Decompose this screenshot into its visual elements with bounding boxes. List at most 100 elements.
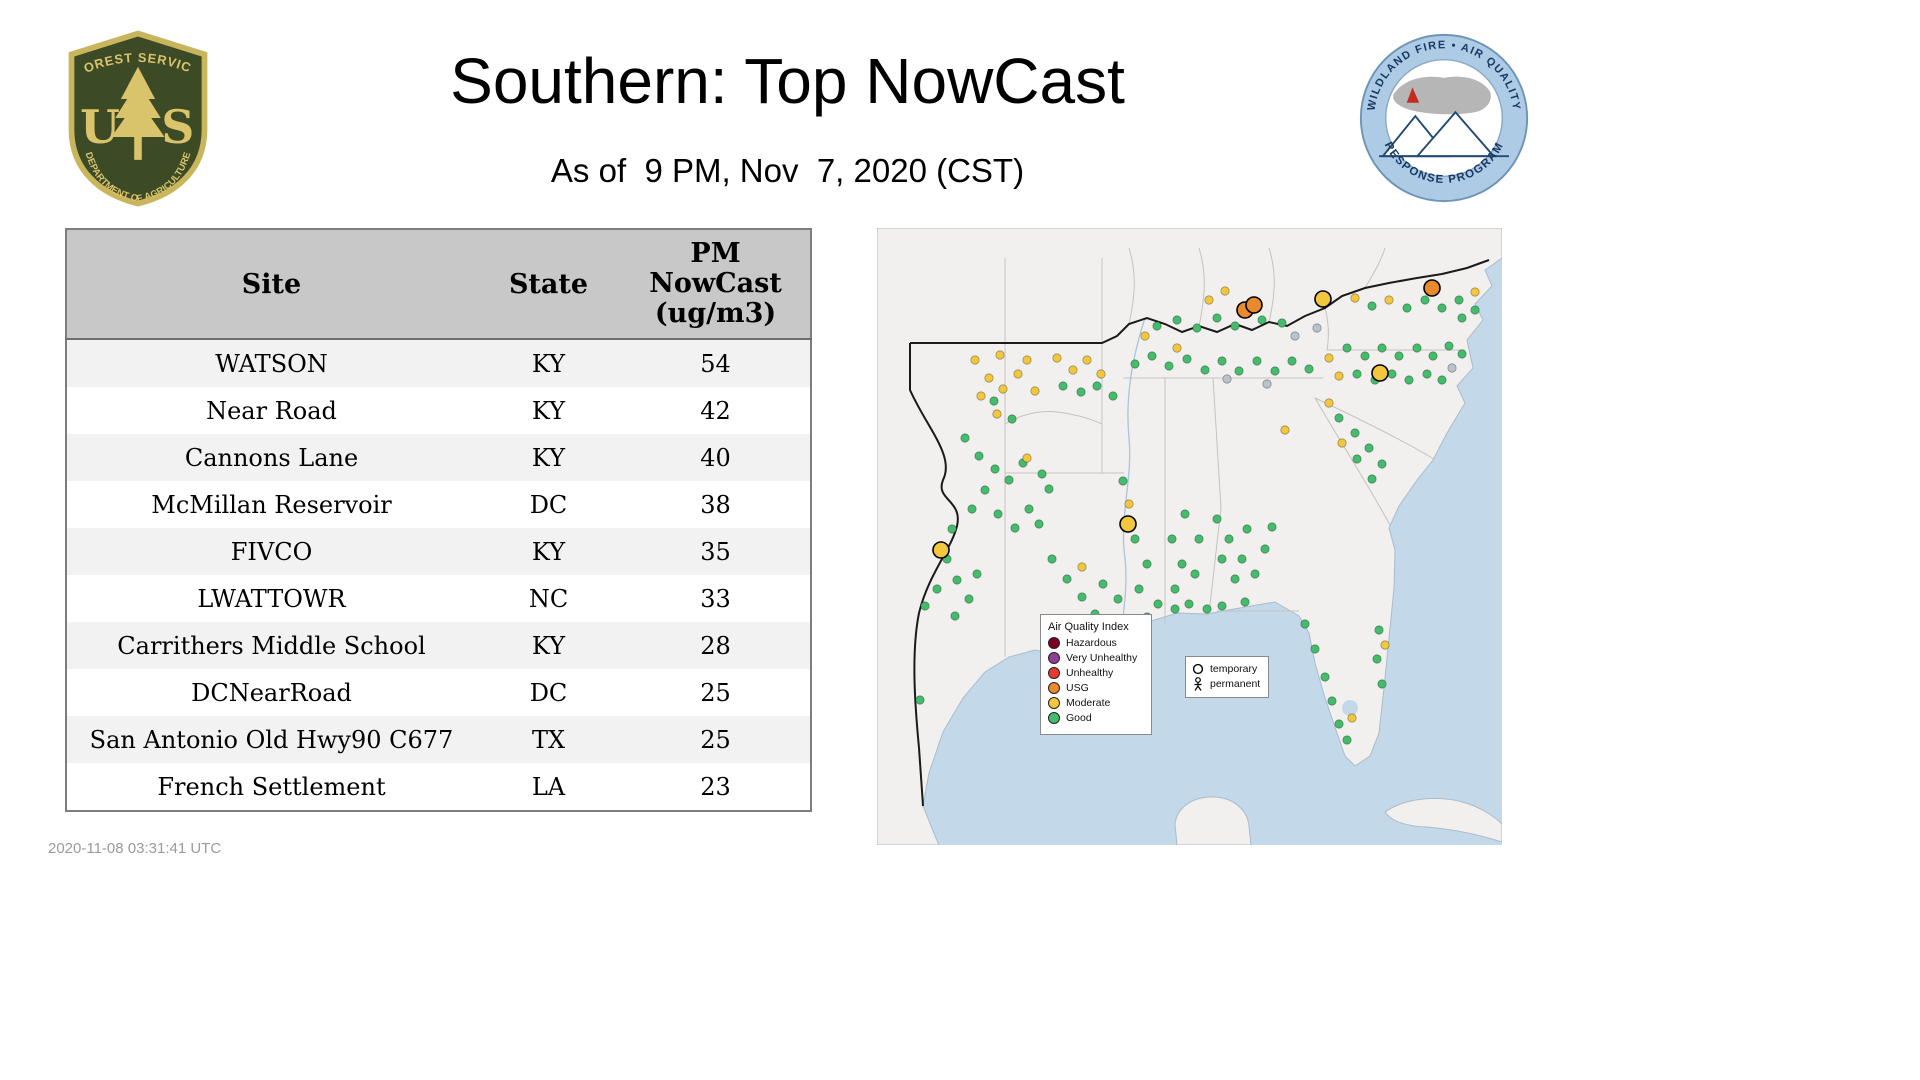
- fire-location-marker: [1406, 87, 1420, 103]
- permanent-marker-icon: [1194, 677, 1202, 691]
- monitor-site-dot: [1077, 562, 1087, 572]
- monitor-site-dot: [990, 464, 1000, 474]
- monitor-site-dot: [1192, 323, 1202, 333]
- monitor-site-dot: [1371, 364, 1389, 382]
- pm-value-cell: 38: [700, 490, 731, 519]
- monitor-site-dot: [947, 524, 957, 534]
- monitor-site-dot: [1190, 569, 1200, 579]
- monitor-site-dot: [1030, 386, 1040, 396]
- table-row: LWATTOWR NC 33: [66, 575, 811, 622]
- monitor-site-dot: [1457, 349, 1467, 359]
- monitor-site-dot: [1270, 366, 1280, 376]
- monitor-site-dot: [932, 541, 950, 559]
- monitor-site-dot: [1130, 359, 1140, 369]
- monitor-site-dot: [1342, 735, 1352, 745]
- monitor-site-dot: [980, 485, 990, 495]
- monitor-site-dot: [1260, 544, 1270, 554]
- col-header-site: Site: [66, 229, 476, 340]
- monitor-site-dot: [1044, 484, 1054, 494]
- monitor-site-dot: [1034, 519, 1044, 529]
- temporary-label: temporary: [1210, 663, 1258, 675]
- monitor-site-dot: [1037, 469, 1047, 479]
- monitor-site-dot: [1200, 365, 1210, 375]
- monitor-site-dot: [1387, 369, 1397, 379]
- monitor-site-dot: [1337, 438, 1347, 448]
- monitor-site-dot: [1242, 524, 1252, 534]
- monitor-site-dot: [1184, 599, 1194, 609]
- page-subtitle: As of 9 PM, Nov 7, 2020 (CST): [550, 152, 1025, 189]
- monitor-site-dot: [1113, 594, 1123, 604]
- yucatan: [1174, 796, 1252, 845]
- monitor-site-dot: [1230, 321, 1240, 331]
- monitor-site-dot: [1454, 295, 1464, 305]
- monitor-site-dot: [1367, 474, 1377, 484]
- monitor-site-dot: [1068, 365, 1078, 375]
- pm-value-cell: 40: [700, 443, 731, 472]
- monitor-site-dot: [1220, 286, 1230, 296]
- monitor-site-dot: [1314, 290, 1332, 308]
- monitor-site-dot: [1428, 351, 1438, 361]
- monitor-site-dot: [1447, 363, 1457, 373]
- monitor-site-dot: [1334, 413, 1344, 423]
- pm-value-cell: 23: [700, 772, 731, 801]
- generation-timestamp: 2020-11-08 03:31:41 UTC: [48, 840, 222, 857]
- monitor-site-dot: [1092, 381, 1102, 391]
- monitor-site-dot: [1119, 515, 1137, 533]
- aqi-legend-label: Very Unhealthy: [1066, 652, 1138, 664]
- monitor-site-dot: [1082, 355, 1092, 365]
- monitor-site-dot: [1224, 534, 1234, 544]
- pm-value-cell: 54: [700, 349, 731, 378]
- monitor-site-dot: [1364, 443, 1374, 453]
- fs-logo-letter-u: U: [80, 100, 120, 154]
- monitor-site-dot: [1350, 293, 1360, 303]
- pm-value-cell: 33: [700, 584, 731, 613]
- site-cell: Cannons Lane: [184, 443, 359, 472]
- aqi-legend-title: Air Quality Index: [1048, 621, 1129, 633]
- aqi-color-swatch: [1048, 712, 1060, 724]
- monitor-site-dot: [1310, 644, 1320, 654]
- aqi-color-swatch: [1048, 637, 1060, 649]
- monitor-site-dot: [964, 594, 974, 604]
- nowcast-table: Site State PM NowCast (ug/m3) WATSON KY 54…: [65, 228, 812, 812]
- monitor-site-dot: [1250, 569, 1260, 579]
- monitor-site-dot: [1437, 375, 1447, 385]
- monitor-site-dot: [1377, 343, 1387, 353]
- monitor-site-dot: [1304, 364, 1314, 374]
- aqi-color-swatch: [1048, 682, 1060, 694]
- monitor-site-dot: [1134, 584, 1144, 594]
- fs-logo-letter-s: S: [161, 100, 194, 154]
- monitor-site-dot: [1290, 331, 1300, 341]
- forest-service-logo: FOREST SERVICE U S DEPARTMENT OF AGRICUL…: [62, 28, 208, 207]
- monitor-site-dot: [1013, 369, 1023, 379]
- monitor-site-dot: [1470, 305, 1480, 315]
- monitor-site-dot: [1360, 351, 1370, 361]
- monitor-site-dot: [1352, 369, 1362, 379]
- monitor-site-dot: [1342, 343, 1352, 353]
- aqi-legend-item: Unhealthy: [1048, 667, 1144, 679]
- table-row: Near Road KY 42: [66, 387, 811, 434]
- monitor-site-dot: [1147, 351, 1157, 361]
- monitor-site-dot: [1352, 454, 1362, 464]
- aqi-color-swatch: [1048, 652, 1060, 664]
- monitor-site-dot: [1010, 523, 1020, 533]
- table-row: Cannons Lane KY 40: [66, 434, 811, 481]
- region-boundary: [909, 259, 1490, 807]
- monitor-site-dot: [1212, 514, 1222, 524]
- state-cell: DC: [529, 490, 568, 519]
- monitor-site-dot: [1096, 369, 1106, 379]
- site-cell: French Settlement: [157, 772, 386, 801]
- monitor-site-dot: [1222, 374, 1232, 384]
- monitor-site-dot: [993, 509, 1003, 519]
- nowcast-table-section: Site State PM NowCast (ug/m3) WATSON KY 54…: [65, 228, 812, 812]
- aqi-legend-item: Good: [1048, 712, 1144, 724]
- monitor-site-dot: [970, 355, 980, 365]
- monitor-site-dot: [1062, 574, 1072, 584]
- temporary-marker-icon: [1192, 663, 1204, 675]
- aqi-legend-label: Moderate: [1066, 697, 1111, 709]
- monitor-site-dot: [1204, 295, 1214, 305]
- legend-row-permanent: permanent: [1192, 677, 1262, 691]
- monitor-site-dot: [1257, 315, 1267, 325]
- table-row: McMillan Reservoir DC 38: [66, 481, 811, 528]
- monitor-site-dot: [1470, 287, 1480, 297]
